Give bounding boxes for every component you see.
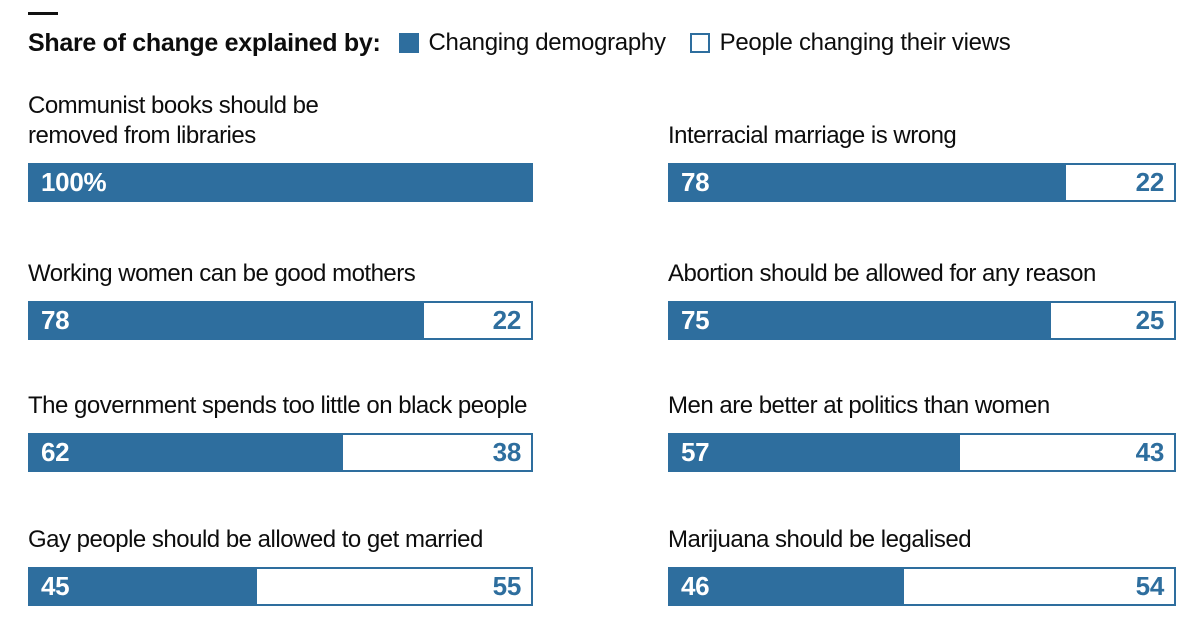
bar-value-views: 43 <box>1135 437 1165 467</box>
bar-segment-views: 43 <box>957 433 1176 472</box>
bar-value-demography: 78 <box>681 167 710 197</box>
bar-value-demography: 78 <box>41 305 70 335</box>
question-label: The government spends too little on blac… <box>28 392 528 419</box>
bar-segment-views: 55 <box>255 567 533 606</box>
bar-segment-views: 25 <box>1049 301 1176 340</box>
top-rule <box>28 12 58 15</box>
question-label: Men are better at politics than women <box>668 392 1050 419</box>
bar-segment-demography: 78 <box>668 163 1065 202</box>
bar-group-men-politics: Men are better at politics than women 57… <box>668 352 1176 472</box>
bar-value-demography: 100% <box>41 167 107 197</box>
question-label: Gay people should be allowed to get marr… <box>28 526 483 553</box>
bar-segment-views: 54 <box>901 567 1176 606</box>
stacked-bar: 62 38 <box>28 433 533 472</box>
bar-value-demography: 45 <box>41 571 70 601</box>
question-label: Marijuana should be legalised <box>668 526 972 553</box>
bar-segment-demography: 62 <box>28 433 342 472</box>
bar-group-government-spending: The government spends too little on blac… <box>28 352 533 472</box>
stacked-bar: 100% <box>28 163 533 202</box>
outline-square-icon <box>689 33 710 53</box>
bar-segment-views: 22 <box>1064 163 1176 202</box>
bar-segment-demography: 100% <box>28 163 533 202</box>
bar-value-views: 22 <box>492 305 522 335</box>
bar-segment-demography: 75 <box>668 301 1049 340</box>
stacked-bar: 45 55 <box>28 567 533 606</box>
stacked-bar: 75 25 <box>668 301 1176 340</box>
chart-title: Share of change explained by: <box>28 28 381 57</box>
stacked-bar: 78 22 <box>668 163 1176 202</box>
bar-segment-demography: 78 <box>28 301 422 340</box>
bar-segment-demography: 46 <box>668 567 902 606</box>
bar-group-gay-marriage: Gay people should be allowed to get marr… <box>28 486 533 606</box>
bar-value-views: 38 <box>492 437 522 467</box>
legend-label-people-changing-views: People changing their views <box>719 29 1011 56</box>
bar-segment-demography: 57 <box>668 433 958 472</box>
bar-segment-views: 22 <box>421 301 533 340</box>
question-label: Working women can be good mothers <box>28 260 416 287</box>
bar-segment-demography: 45 <box>28 567 256 606</box>
stacked-bar: 78 22 <box>28 301 533 340</box>
bar-value-views: 22 <box>1135 167 1165 197</box>
stacked-bar: 57 43 <box>668 433 1176 472</box>
question-label: Interracial marriage is wrong <box>668 122 957 149</box>
bar-value-views: 55 <box>492 571 522 601</box>
bar-value-demography: 57 <box>681 437 710 467</box>
question-label: Abortion should be allowed for any reaso… <box>668 260 1096 287</box>
filled-square-icon <box>398 33 419 53</box>
bar-group-working-women: Working women can be good mothers 78 22 <box>28 220 533 340</box>
stacked-bar: 46 54 <box>668 567 1176 606</box>
bar-group-abortion: Abortion should be allowed for any reaso… <box>668 220 1176 340</box>
legend-item-changing-demography: Changing demography <box>398 29 666 57</box>
legend-item-people-changing-views: People changing their views <box>689 29 1011 57</box>
bar-group-marijuana: Marijuana should be legalised 46 54 <box>668 486 1176 606</box>
chart-header: Share of change explained by: Changing d… <box>28 28 1034 58</box>
bar-group-communist-books: Communist books should be removed from l… <box>28 82 533 202</box>
legend-label-changing-demography: Changing demography <box>428 29 666 56</box>
bar-segment-views: 38 <box>341 433 533 472</box>
bar-value-demography: 62 <box>41 437 70 467</box>
bar-value-demography: 75 <box>681 305 710 335</box>
bar-group-interracial-marriage: Interracial marriage is wrong 78 22 <box>668 82 1176 202</box>
question-label: Communist books should be removed from l… <box>28 92 319 149</box>
bar-value-demography: 46 <box>681 571 710 601</box>
bar-value-views: 54 <box>1135 571 1165 601</box>
bar-value-views: 25 <box>1135 305 1165 335</box>
